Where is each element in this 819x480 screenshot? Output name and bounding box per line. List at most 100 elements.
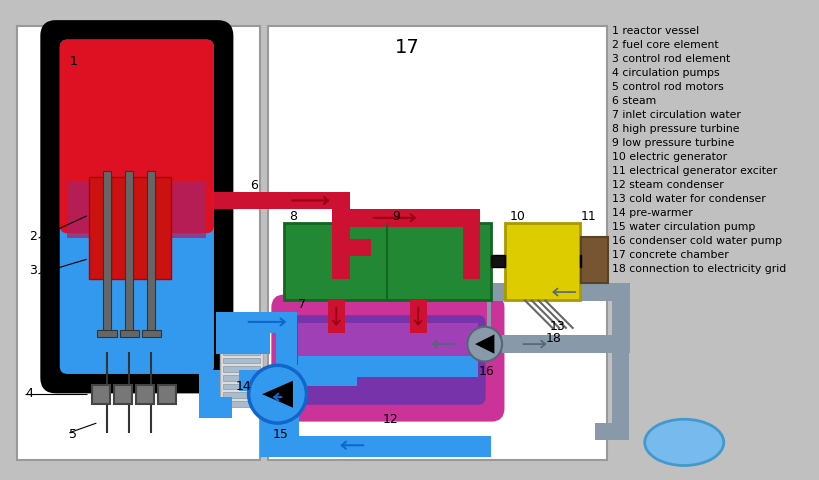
Bar: [222, 340, 260, 346]
Bar: [268, 192, 345, 209]
Bar: [279, 365, 356, 386]
Bar: [297, 356, 477, 377]
Bar: [136, 384, 154, 404]
Bar: [158, 384, 176, 404]
Bar: [222, 392, 260, 398]
Text: 16 condenser cold water pump: 16 condenser cold water pump: [611, 236, 781, 246]
Text: 11 electrical generator exciter: 11 electrical generator exciter: [611, 166, 776, 176]
Text: 12 steam condenser: 12 steam condenser: [611, 180, 723, 190]
Bar: [333, 242, 348, 252]
Text: 10: 10: [509, 210, 525, 223]
Text: 16: 16: [478, 365, 494, 378]
Text: 2: 2: [29, 230, 37, 243]
Text: 8 high pressure turbine: 8 high pressure turbine: [611, 124, 739, 134]
Bar: [222, 349, 260, 355]
Text: 10 electric generator: 10 electric generator: [611, 152, 726, 162]
Bar: [222, 384, 260, 389]
Text: 4: 4: [25, 387, 33, 400]
Text: 18: 18: [545, 332, 561, 345]
Bar: [198, 370, 219, 418]
Bar: [491, 255, 505, 267]
Circle shape: [248, 365, 306, 423]
Bar: [147, 170, 155, 333]
Bar: [222, 358, 260, 363]
Bar: [501, 336, 612, 353]
Text: 14: 14: [236, 380, 251, 393]
Bar: [594, 423, 628, 441]
Text: 4 circulation pumps: 4 circulation pumps: [611, 68, 719, 78]
Bar: [238, 370, 282, 391]
Bar: [462, 209, 479, 278]
Text: 7: 7: [297, 298, 305, 311]
Text: 9: 9: [391, 210, 400, 223]
Polygon shape: [474, 335, 494, 354]
Bar: [491, 283, 612, 300]
Bar: [467, 336, 491, 353]
Bar: [198, 397, 232, 418]
Bar: [279, 365, 301, 397]
Bar: [275, 312, 296, 360]
Bar: [332, 209, 350, 278]
Bar: [260, 383, 281, 457]
Bar: [612, 283, 630, 353]
Bar: [328, 300, 345, 334]
Bar: [222, 375, 260, 381]
Bar: [215, 312, 269, 334]
Ellipse shape: [644, 419, 723, 466]
Text: 18 connection to electricity grid: 18 connection to electricity grid: [611, 264, 785, 274]
Text: 9 low pressure turbine: 9 low pressure turbine: [611, 138, 734, 148]
Bar: [332, 192, 350, 240]
Bar: [268, 26, 606, 460]
Text: 6: 6: [251, 180, 258, 192]
Bar: [120, 330, 138, 337]
Bar: [111, 177, 126, 278]
Text: 7 inlet circulation water: 7 inlet circulation water: [611, 110, 740, 120]
Text: 13: 13: [549, 320, 564, 333]
Circle shape: [467, 327, 501, 361]
Bar: [505, 223, 580, 300]
Bar: [97, 330, 116, 337]
Bar: [275, 356, 296, 408]
Text: 12: 12: [382, 413, 398, 426]
Text: 8: 8: [289, 210, 296, 223]
Bar: [155, 177, 170, 278]
Bar: [268, 312, 296, 334]
Bar: [142, 330, 161, 337]
Bar: [133, 177, 148, 278]
Bar: [67, 181, 206, 238]
Bar: [332, 209, 479, 227]
Text: 13 cold water for condenser: 13 cold water for condenser: [611, 194, 765, 204]
FancyBboxPatch shape: [43, 22, 231, 391]
Bar: [88, 177, 104, 278]
Bar: [103, 170, 111, 333]
Text: 6 steam: 6 steam: [611, 96, 655, 106]
Bar: [486, 283, 491, 336]
Bar: [260, 383, 298, 404]
Bar: [297, 323, 477, 360]
Text: 14 pre-warmer: 14 pre-warmer: [611, 208, 692, 218]
Bar: [114, 384, 132, 404]
FancyBboxPatch shape: [290, 315, 485, 405]
Bar: [332, 239, 370, 256]
Text: 17: 17: [395, 37, 419, 57]
Bar: [219, 336, 263, 406]
Bar: [611, 283, 628, 423]
Text: 5 control rod motors: 5 control rod motors: [611, 82, 723, 92]
Bar: [580, 255, 581, 267]
Text: 1 reactor vessel: 1 reactor vessel: [611, 26, 699, 36]
Bar: [215, 333, 269, 354]
FancyBboxPatch shape: [60, 39, 214, 374]
Text: 17 concrete chamber: 17 concrete chamber: [611, 250, 728, 260]
Bar: [581, 237, 608, 283]
Bar: [92, 384, 110, 404]
Bar: [409, 300, 427, 334]
Text: 1: 1: [70, 55, 77, 68]
Text: 11: 11: [581, 210, 596, 223]
Text: 15: 15: [273, 428, 288, 441]
Polygon shape: [262, 381, 292, 408]
Bar: [222, 401, 260, 407]
Bar: [17, 26, 260, 460]
Text: 3 control rod element: 3 control rod element: [611, 54, 730, 64]
Bar: [284, 223, 491, 300]
Bar: [222, 366, 260, 372]
